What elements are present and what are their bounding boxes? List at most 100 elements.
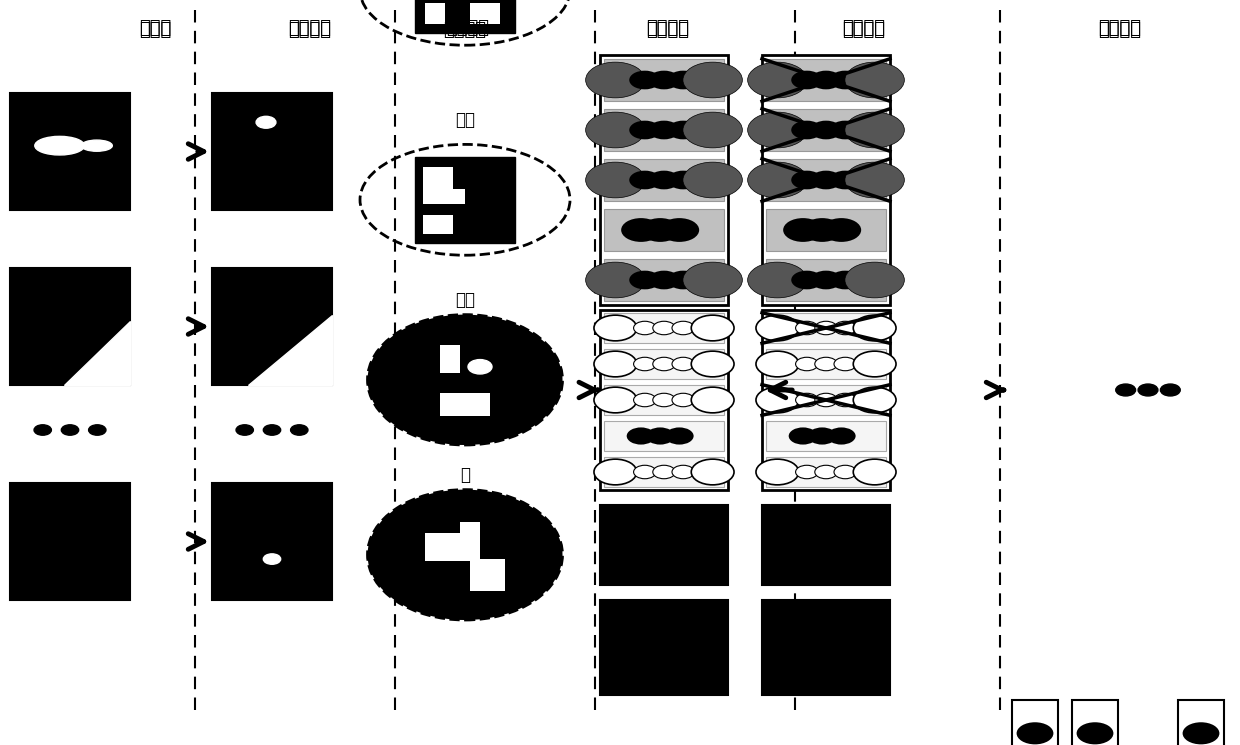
Text: 特征融合: 特征融合 [1099,19,1142,37]
Circle shape [467,360,492,374]
Circle shape [667,71,699,89]
Circle shape [691,459,734,485]
Circle shape [789,428,817,445]
Text: 特征融合: 特征融合 [1099,21,1142,39]
Bar [1178,700,1224,745]
Text: 鼻子: 鼻子 [455,291,475,308]
Circle shape [791,270,822,289]
Circle shape [784,218,823,242]
Bar [600,310,728,490]
Text: 嘴: 嘴 [460,466,470,484]
Circle shape [257,116,277,128]
Text: 特征提取: 特征提取 [444,21,486,39]
Circle shape [796,321,818,335]
Circle shape [844,262,904,298]
Circle shape [748,162,807,198]
Circle shape [652,321,676,335]
Bar [212,93,332,210]
Circle shape [844,162,904,198]
Bar [763,505,890,585]
Circle shape [748,262,807,298]
Circle shape [835,321,857,335]
Bar [766,313,887,343]
Text: 遮挡识别: 遮挡识别 [646,19,689,37]
Circle shape [594,387,637,413]
Text: 特征提取: 特征提取 [446,19,490,37]
Circle shape [629,71,661,89]
Bar [766,109,887,151]
Circle shape [830,71,861,89]
Circle shape [1183,722,1219,744]
Bar [763,55,890,305]
Bar [10,483,130,600]
Circle shape [691,387,734,413]
Circle shape [646,428,675,445]
Circle shape [756,459,799,485]
Bar [10,93,130,210]
Polygon shape [64,320,130,385]
Circle shape [652,466,676,479]
Bar [423,215,453,234]
Circle shape [634,466,656,479]
Circle shape [626,428,655,445]
Circle shape [634,393,656,407]
Circle shape [1076,722,1114,744]
Circle shape [660,218,699,242]
Text: 人脸分块: 人脸分块 [289,21,331,39]
Circle shape [796,358,818,371]
Circle shape [835,358,857,371]
Circle shape [263,554,280,564]
Bar [604,209,724,251]
Bar [604,421,724,451]
Bar [470,559,505,592]
Bar [415,0,515,33]
Bar [1012,700,1058,745]
Circle shape [621,218,661,242]
Circle shape [629,121,661,139]
Ellipse shape [82,140,113,151]
Circle shape [827,428,856,445]
Bar [763,600,890,695]
Circle shape [667,270,699,289]
Circle shape [756,315,799,341]
Bar [600,55,728,305]
Bar [604,109,724,151]
Circle shape [683,112,743,148]
Ellipse shape [367,314,563,445]
Circle shape [853,315,897,341]
Circle shape [830,270,861,289]
Circle shape [844,62,904,98]
Circle shape [802,218,842,242]
Bar [766,209,887,251]
Ellipse shape [367,489,563,620]
Bar [415,157,515,243]
Bar [440,345,460,373]
Circle shape [672,321,694,335]
Circle shape [665,428,693,445]
Circle shape [585,262,645,298]
Circle shape [835,466,857,479]
Bar [604,384,724,415]
Circle shape [594,459,637,485]
Circle shape [61,425,78,435]
Circle shape [691,351,734,377]
Circle shape [748,62,807,98]
Circle shape [691,315,734,341]
Circle shape [756,387,799,413]
Circle shape [290,425,308,435]
Circle shape [748,112,807,148]
Bar [423,188,465,204]
Circle shape [629,171,661,189]
Circle shape [844,112,904,148]
Circle shape [1017,722,1054,744]
Circle shape [808,428,837,445]
Circle shape [853,351,897,377]
Bar [600,600,728,695]
Bar [425,3,445,24]
Circle shape [835,393,857,407]
Bar [440,393,490,416]
Circle shape [672,358,694,371]
Bar [766,159,887,201]
Bar [604,313,724,343]
Circle shape [236,425,253,435]
